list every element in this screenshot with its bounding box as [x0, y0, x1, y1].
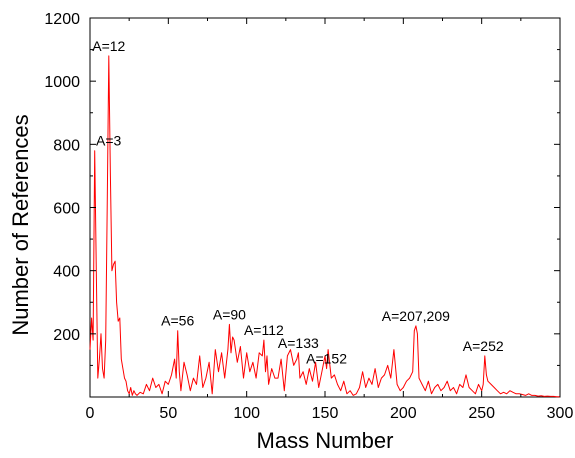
- x-tick-label: 100: [233, 405, 260, 422]
- x-tick-label: 300: [547, 405, 574, 422]
- peak-annotation: A=112: [244, 322, 284, 338]
- y-tick-label: 800: [53, 137, 80, 154]
- x-axis-title: Mass Number: [257, 428, 394, 453]
- peak-annotation: A=133: [278, 335, 319, 351]
- y-tick-label: 600: [53, 201, 80, 218]
- x-tick-label: 150: [312, 405, 339, 422]
- peak-annotation: A=90: [213, 306, 246, 322]
- y-tick-label: 200: [53, 327, 80, 344]
- series-line: [89, 55, 560, 398]
- peak-annotation: A=252: [463, 338, 504, 354]
- peak-annotation: A=207,209: [382, 308, 450, 324]
- axis-ticks: 0 50 100 150 200 250 300 200 400 600 800 1000 1200: [44, 11, 573, 422]
- x-tick-label: 0: [86, 405, 95, 422]
- y-tick-label: 1200: [44, 11, 80, 28]
- peak-annotation: A=152: [306, 351, 347, 367]
- x-tick-label: 50: [159, 405, 177, 422]
- y-tick-label: 400: [53, 264, 80, 281]
- x-tick-label: 200: [390, 405, 417, 422]
- y-tick-label: 1000: [44, 74, 80, 91]
- peak-annotation: A=56: [161, 313, 194, 329]
- peak-annotation: A=3: [96, 133, 122, 149]
- y-axis-title: Number of References: [8, 114, 33, 335]
- x-tick-label: 250: [468, 405, 495, 422]
- peak-annotation: A=12: [92, 38, 125, 54]
